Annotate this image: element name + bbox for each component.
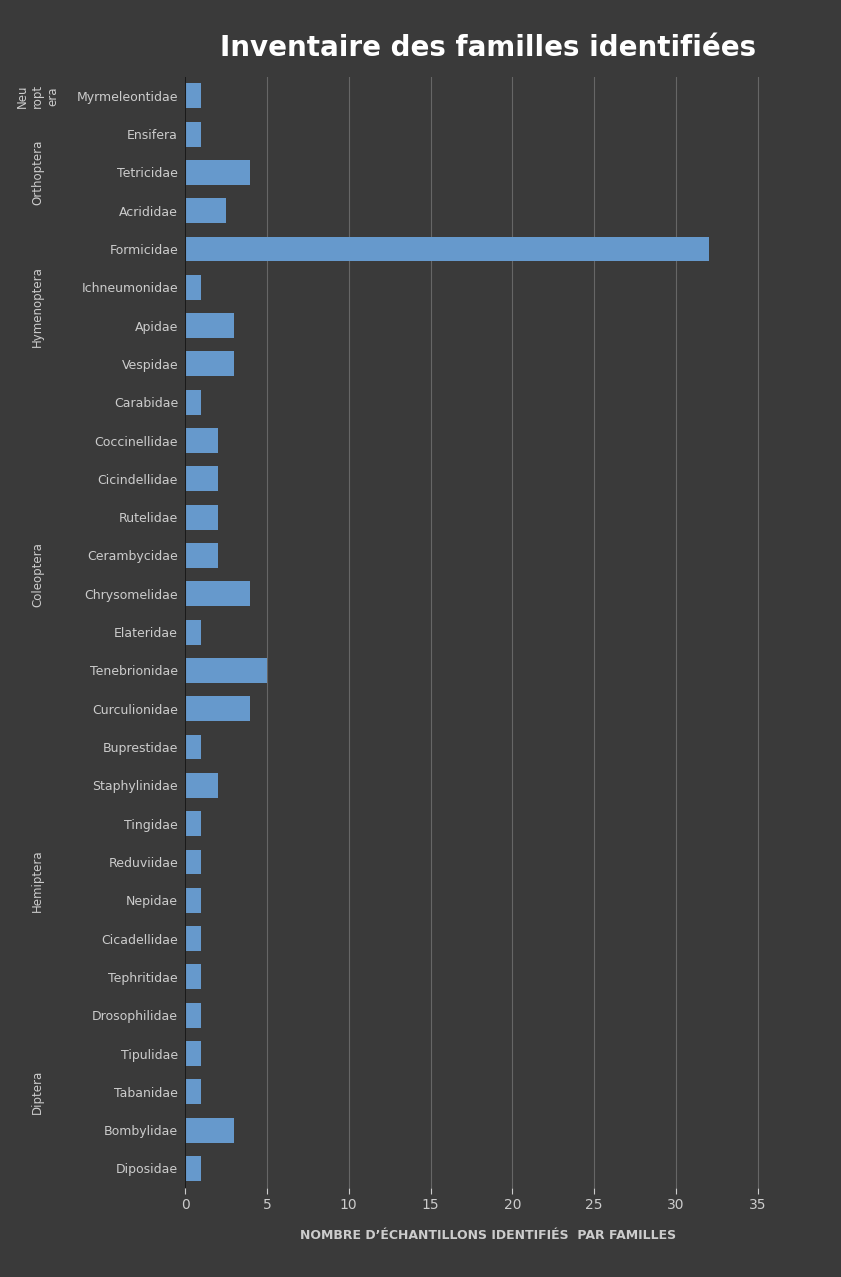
Bar (185, 198, 226, 223)
Bar (185, 160, 251, 185)
Bar (185, 696, 251, 722)
Bar (185, 466, 218, 492)
Bar (185, 1079, 201, 1105)
Bar (185, 619, 201, 645)
Bar (185, 275, 201, 300)
Text: Hymenoptera: Hymenoptera (31, 266, 45, 347)
Bar (185, 734, 201, 760)
Bar (185, 504, 218, 530)
Bar (185, 313, 234, 338)
Bar (185, 543, 218, 568)
Bar (185, 658, 267, 683)
Bar (185, 849, 201, 875)
Bar (185, 964, 201, 990)
Text: Orthoptera: Orthoptera (31, 139, 45, 206)
Text: Coleoptera: Coleoptera (31, 543, 45, 607)
Text: Neu
ropt
era: Neu ropt era (16, 84, 60, 107)
X-axis label: NOMBRE D’ÉCHANTILLONS IDENTIFIÉS  PAR FAMILLES: NOMBRE D’ÉCHANTILLONS IDENTIFIÉS PAR FAM… (299, 1228, 676, 1241)
Bar (185, 926, 201, 951)
Text: Hemiptera: Hemiptera (31, 849, 45, 913)
Title: Inventaire des familles identifiées: Inventaire des familles identifiées (220, 33, 756, 61)
Bar (185, 811, 201, 836)
Bar (185, 1117, 234, 1143)
Bar (185, 428, 218, 453)
Bar (185, 351, 234, 377)
Bar (185, 581, 251, 607)
Bar (185, 1002, 201, 1028)
Bar (185, 773, 218, 798)
Text: Diptera: Diptera (31, 1070, 45, 1114)
Bar (185, 389, 201, 415)
Bar (185, 1041, 201, 1066)
Bar (185, 83, 201, 109)
Bar (185, 236, 709, 262)
Bar (185, 121, 201, 147)
Bar (185, 888, 201, 913)
Bar (185, 1156, 201, 1181)
